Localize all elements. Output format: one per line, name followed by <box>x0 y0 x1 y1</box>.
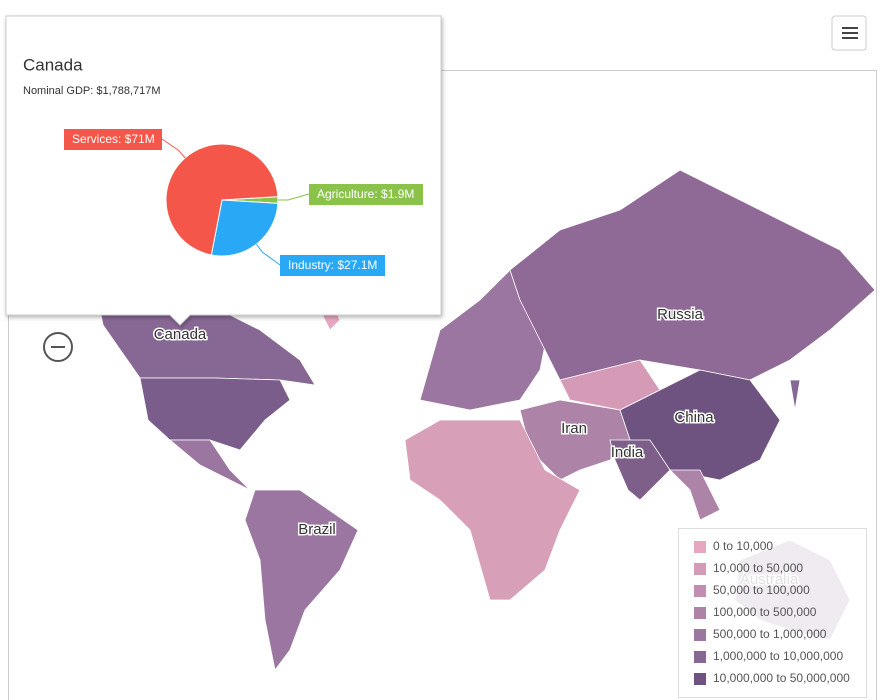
legend-label: 1,000,000 to 10,000,000 <box>713 649 843 663</box>
country[interactable] <box>244 489 359 671</box>
data-label: Agriculture: $1.9M <box>317 187 414 201</box>
pie-slice <box>210 199 279 257</box>
legend-label: 10,000 to 50,000 <box>713 561 803 575</box>
data-label: Industry: $27.1M <box>288 258 377 272</box>
pie-slice <box>165 143 279 256</box>
tooltip-subtitle: Nominal GDP: $1,788,717M <box>23 85 161 97</box>
data-label: Services: $71M <box>72 132 155 146</box>
legend-label: 0 to 10,000 <box>713 539 773 553</box>
country[interactable] <box>509 169 876 381</box>
legend-swatch <box>694 651 706 663</box>
country-label: Iran <box>561 420 587 437</box>
legend-swatch <box>694 673 706 685</box>
leader-line <box>278 193 310 201</box>
tooltip-title: Canada <box>23 55 83 74</box>
country-label: Canada <box>154 326 207 343</box>
leader-line <box>161 138 186 159</box>
country-label: Russia <box>657 306 704 323</box>
country[interactable] <box>168 439 251 491</box>
legend-label: 10,000,000 to 50,000,000 <box>713 671 850 685</box>
country-label: China <box>674 409 714 426</box>
country[interactable] <box>789 379 801 411</box>
leader-line <box>255 243 281 266</box>
data-label-box <box>280 255 385 276</box>
data-label-box <box>309 184 423 205</box>
legend <box>678 528 867 698</box>
country-label: India <box>611 444 644 461</box>
tooltip: Canada Nominal GDP: $1,788,717M Agricult… <box>5 15 442 326</box>
legend-swatch <box>694 629 706 641</box>
legend-swatch <box>694 607 706 619</box>
country[interactable] <box>139 377 291 451</box>
legend-swatch <box>694 563 706 575</box>
menu-icon <box>842 27 858 39</box>
legend-items: 0 to 10,000 10,000 to 50,000 50,000 to 100… <box>694 539 850 685</box>
legend-swatch <box>694 585 706 597</box>
country-label: Brazil <box>298 521 336 538</box>
legend-label: 500,000 to 1,000,000 <box>713 627 827 641</box>
legend-swatch <box>694 541 706 553</box>
data-label-box <box>64 129 162 150</box>
legend-label: 50,000 to 100,000 <box>713 583 810 597</box>
legend-label: 100,000 to 500,000 <box>713 605 817 619</box>
country[interactable] <box>404 419 581 601</box>
country[interactable] <box>669 469 721 521</box>
country[interactable] <box>609 439 671 501</box>
pie: Agriculture: $1.9M Industry: $27.1M Servic… <box>64 129 423 276</box>
